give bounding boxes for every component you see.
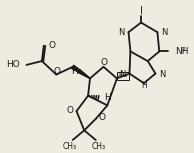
- Text: N: N: [119, 70, 126, 79]
- Text: N: N: [161, 28, 168, 37]
- Text: H: H: [71, 67, 78, 76]
- Text: 2: 2: [182, 47, 186, 52]
- Polygon shape: [72, 65, 90, 78]
- Text: O: O: [54, 67, 61, 76]
- Text: O: O: [67, 106, 74, 115]
- Text: HO: HO: [6, 60, 20, 69]
- Text: O: O: [49, 41, 56, 50]
- Text: H: H: [104, 93, 111, 102]
- Text: O: O: [99, 113, 106, 122]
- Text: NH: NH: [175, 47, 188, 56]
- FancyBboxPatch shape: [117, 72, 129, 80]
- Text: N: N: [159, 70, 166, 79]
- Text: N: N: [118, 28, 125, 37]
- Text: Abs: Abs: [118, 73, 128, 78]
- Text: H: H: [141, 81, 147, 90]
- Text: CH₃: CH₃: [63, 142, 77, 151]
- Polygon shape: [77, 69, 90, 78]
- Text: CH₃: CH₃: [92, 142, 106, 151]
- Text: I: I: [139, 6, 142, 16]
- Text: O: O: [101, 58, 108, 67]
